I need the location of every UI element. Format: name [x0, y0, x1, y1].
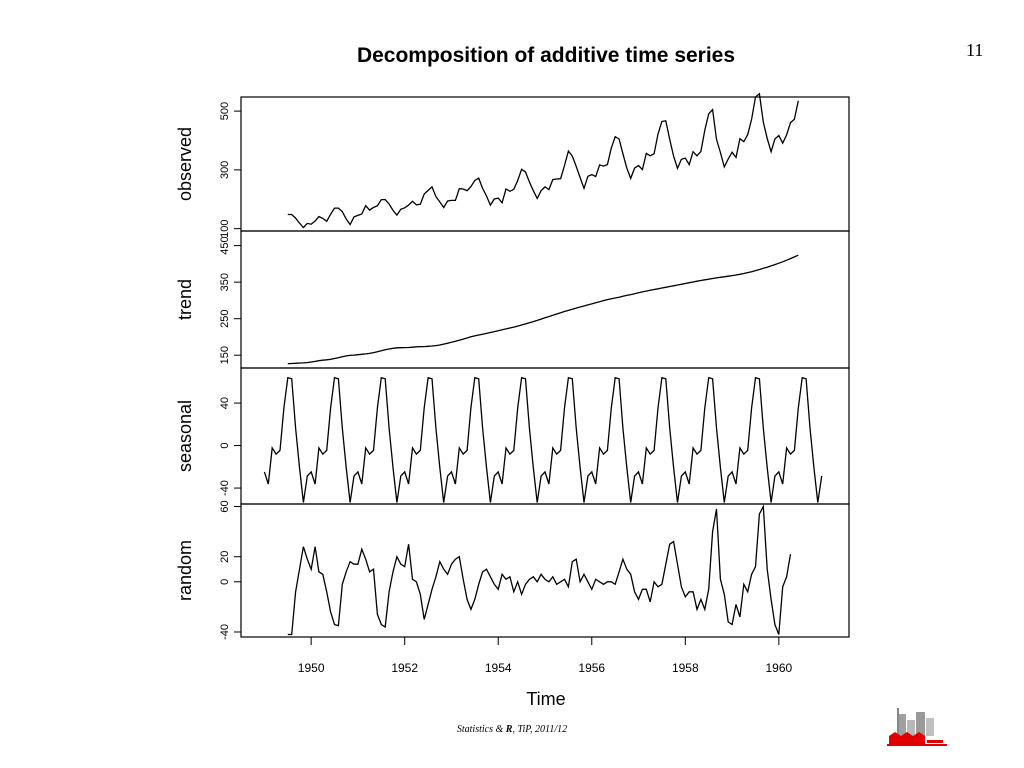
panel-label-observed: observed	[175, 127, 195, 201]
y-tick-label: 0	[219, 579, 231, 585]
footer-suffix: , TiP, 2011/12	[512, 724, 568, 735]
panel-label-seasonal: seasonal	[175, 400, 195, 472]
chart-panels: 100 300 500 observed 150 250 350 450 trend -40 0 40…	[175, 92, 850, 640]
y-tick-label: 150	[219, 346, 231, 364]
city-logo-icon	[887, 708, 947, 746]
series-line-random	[287, 504, 792, 636]
y-tick-label: 300	[219, 161, 231, 179]
y-tick-label: 250	[219, 310, 231, 328]
y-tick-label: -40	[219, 480, 231, 496]
x-axis: 1950 1952 1954 1956 1958 1960	[298, 637, 793, 675]
y-tick-label: 450	[219, 236, 231, 254]
footer-credit: Statistics & R, TiP, 2011/12	[0, 724, 1024, 735]
page-number: 11	[966, 40, 984, 60]
x-axis-label: Time	[526, 689, 565, 709]
footer-prefix: Statistics &	[456, 724, 506, 735]
panel-seasonal: -40 0 40 seasonal	[175, 367, 850, 505]
series-line-trend	[287, 254, 799, 365]
x-tick-label: 1952	[391, 661, 418, 675]
panel-label-random: random	[175, 540, 195, 601]
x-tick-label: 1960	[765, 661, 792, 675]
y-tick-label: -40	[219, 624, 231, 640]
panel-frame	[240, 230, 850, 369]
panel-trend: 150 250 350 450 trend	[175, 230, 850, 369]
series-line-seasonal	[263, 376, 823, 503]
y-tick-label: 20	[219, 551, 231, 563]
panel-frame	[240, 503, 850, 638]
footer-r: R	[505, 724, 513, 735]
panel-frame	[240, 367, 850, 505]
y-tick-label: 60	[219, 500, 231, 512]
panel-random: -40 0 20 60 random	[175, 500, 850, 640]
y-tick-label: 500	[219, 102, 231, 120]
series-line-observed	[287, 92, 799, 229]
x-tick-label: 1958	[672, 661, 699, 675]
x-tick-label: 1956	[578, 661, 605, 675]
x-tick-label: 1950	[298, 661, 325, 675]
chart-title: Decomposition of additive time series	[357, 44, 735, 67]
y-tick-label: 40	[219, 397, 231, 409]
x-tick-label: 1954	[485, 661, 512, 675]
y-tick-label: 100	[219, 219, 231, 237]
y-tick-label: 0	[219, 443, 231, 449]
panel-observed: 100 300 500 observed	[175, 92, 850, 238]
y-tick-label: 350	[219, 273, 231, 291]
panel-label-trend: trend	[175, 279, 195, 320]
